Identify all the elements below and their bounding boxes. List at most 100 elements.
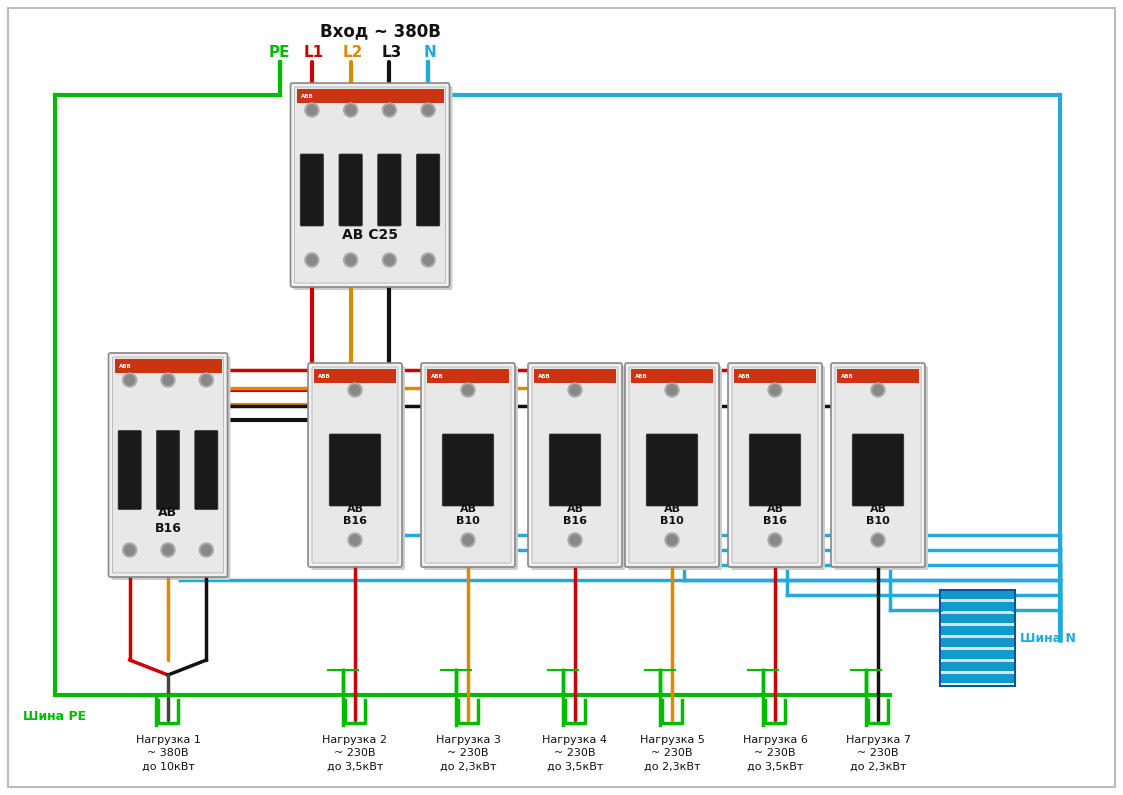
Text: Нагрузка 7
~ 230В
до 2,3кВт: Нагрузка 7 ~ 230В до 2,3кВт (846, 735, 911, 771)
Text: ABB: ABB (431, 374, 444, 378)
Bar (837, 369, 919, 383)
Circle shape (770, 535, 780, 545)
Circle shape (344, 103, 357, 117)
Circle shape (384, 105, 394, 115)
Bar (940, 590, 1015, 599)
Circle shape (348, 383, 362, 397)
Circle shape (665, 533, 679, 547)
FancyBboxPatch shape (311, 366, 405, 570)
Bar (296, 89, 444, 103)
Bar (940, 614, 1015, 623)
Text: Нагрузка 4
~ 230В
до 3,5кВт: Нагрузка 4 ~ 230В до 3,5кВт (542, 735, 608, 771)
FancyBboxPatch shape (424, 366, 518, 570)
FancyBboxPatch shape (831, 363, 925, 567)
FancyBboxPatch shape (532, 367, 618, 563)
Circle shape (423, 105, 433, 115)
FancyBboxPatch shape (329, 434, 381, 506)
FancyBboxPatch shape (852, 434, 904, 506)
FancyBboxPatch shape (339, 154, 363, 226)
Text: ABB: ABB (841, 374, 853, 378)
FancyBboxPatch shape (836, 367, 921, 563)
Text: Шина N: Шина N (1020, 631, 1076, 645)
Circle shape (161, 543, 175, 557)
Circle shape (871, 533, 885, 547)
FancyBboxPatch shape (728, 363, 822, 567)
Circle shape (770, 385, 780, 395)
FancyBboxPatch shape (312, 367, 398, 563)
Circle shape (873, 385, 883, 395)
Circle shape (163, 375, 173, 385)
Circle shape (462, 383, 475, 397)
Bar (940, 638, 1015, 647)
FancyBboxPatch shape (528, 363, 622, 567)
Text: ABB: ABB (538, 374, 550, 378)
Text: АВ С25: АВ С25 (343, 228, 398, 242)
Text: L2: L2 (343, 45, 363, 60)
Circle shape (768, 533, 782, 547)
Text: АВ
В16: АВ В16 (155, 506, 182, 534)
FancyBboxPatch shape (421, 363, 515, 567)
Bar (943, 635, 1012, 638)
Circle shape (382, 253, 396, 267)
Circle shape (421, 103, 435, 117)
FancyBboxPatch shape (294, 87, 446, 283)
Circle shape (384, 255, 394, 265)
Bar (943, 647, 1012, 650)
Circle shape (871, 383, 885, 397)
FancyBboxPatch shape (549, 434, 601, 506)
FancyBboxPatch shape (300, 154, 323, 226)
Text: АВ
В16: АВ В16 (343, 504, 367, 526)
FancyBboxPatch shape (732, 367, 818, 563)
Circle shape (201, 375, 211, 385)
FancyBboxPatch shape (194, 431, 218, 510)
Circle shape (161, 373, 175, 387)
Circle shape (463, 385, 473, 395)
FancyBboxPatch shape (442, 434, 494, 506)
Bar (115, 359, 221, 373)
Text: Нагрузка 6
~ 230В
до 3,5кВт: Нагрузка 6 ~ 230В до 3,5кВт (742, 735, 807, 771)
Circle shape (423, 255, 433, 265)
Bar (940, 626, 1015, 635)
Text: ABB: ABB (634, 374, 648, 378)
Text: Шина РЕ: Шина РЕ (24, 710, 86, 723)
Circle shape (200, 543, 213, 557)
Circle shape (348, 533, 362, 547)
Bar (943, 611, 1012, 614)
Text: АВ
В16: АВ В16 (563, 504, 587, 526)
FancyBboxPatch shape (731, 366, 825, 570)
Text: АВ
В10: АВ В10 (660, 504, 684, 526)
Bar (940, 650, 1015, 659)
Text: L1: L1 (304, 45, 323, 60)
Text: ABB: ABB (301, 94, 313, 99)
Text: L3: L3 (381, 45, 402, 60)
Circle shape (304, 253, 319, 267)
FancyBboxPatch shape (646, 434, 697, 506)
Text: N: N (423, 45, 437, 60)
Circle shape (163, 545, 173, 555)
Text: Нагрузка 2
~ 230В
до 3,5кВт: Нагрузка 2 ~ 230В до 3,5кВт (322, 735, 387, 771)
Text: ABB: ABB (738, 374, 751, 378)
Circle shape (125, 375, 135, 385)
Text: ABB: ABB (318, 374, 331, 378)
Circle shape (125, 545, 135, 555)
Text: АВ
В10: АВ В10 (456, 504, 480, 526)
Circle shape (346, 105, 356, 115)
Circle shape (421, 253, 435, 267)
Text: ABB: ABB (119, 363, 131, 369)
FancyBboxPatch shape (626, 363, 719, 567)
Circle shape (568, 533, 582, 547)
Circle shape (768, 383, 782, 397)
Bar (314, 369, 396, 383)
FancyBboxPatch shape (109, 353, 228, 577)
Text: Нагрузка 1
~ 380В
до 10кВт: Нагрузка 1 ~ 380В до 10кВт (136, 735, 200, 771)
Circle shape (344, 253, 357, 267)
FancyBboxPatch shape (531, 366, 626, 570)
Circle shape (307, 255, 317, 265)
Circle shape (201, 545, 211, 555)
Bar (943, 671, 1012, 674)
Text: Нагрузка 3
~ 230В
до 2,3кВт: Нагрузка 3 ~ 230В до 2,3кВт (436, 735, 501, 771)
Circle shape (667, 385, 677, 395)
FancyBboxPatch shape (628, 366, 722, 570)
FancyBboxPatch shape (377, 154, 401, 226)
Circle shape (570, 535, 579, 545)
